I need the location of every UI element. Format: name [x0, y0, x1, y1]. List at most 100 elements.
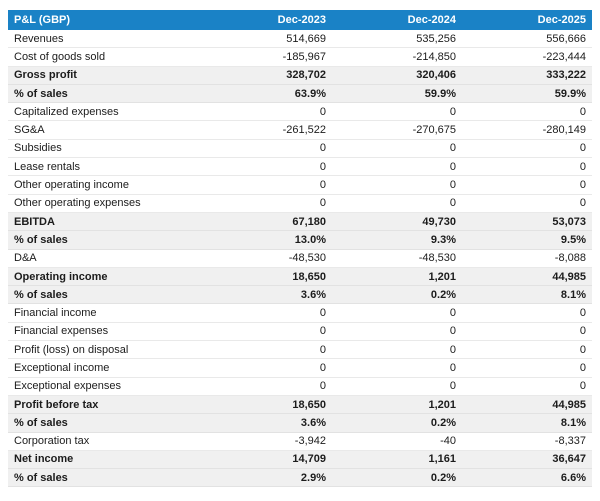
- row-value: 13.0%: [202, 230, 332, 250]
- row-value: 0.2%: [332, 285, 462, 305]
- row-label: Cost of goods sold: [8, 47, 202, 67]
- row-value: 44,985: [462, 395, 592, 415]
- row-value: -48,530: [202, 249, 332, 268]
- row-label: Subsidies: [8, 139, 202, 159]
- table-row: EBITDA 67,180 49,730 53,073: [8, 212, 592, 232]
- row-value: 514,669: [202, 30, 332, 49]
- row-value: -185,967: [202, 47, 332, 67]
- row-value: 1,201: [332, 395, 462, 415]
- row-value: 0: [462, 303, 592, 323]
- row-value: -3,942: [202, 432, 332, 451]
- row-label: Revenues: [8, 30, 202, 49]
- row-value: 535,256: [332, 30, 462, 49]
- table-row: Other operating income 0 0 0: [8, 175, 592, 195]
- row-value: 0: [202, 303, 332, 323]
- row-label: Gross profit: [8, 66, 202, 85]
- row-label: EBITDA: [8, 212, 202, 232]
- table-row: Financial expenses 0 0 0: [8, 322, 592, 342]
- row-value: -8,088: [462, 249, 592, 268]
- table-row: Other operating expenses 0 0 0: [8, 194, 592, 213]
- row-label: % of sales: [8, 413, 202, 433]
- pl-forecast-table: P&L (GBP) Dec-2023 Dec-2024 Dec-2025 Rev…: [8, 10, 592, 488]
- row-value: 8.1%: [462, 285, 592, 305]
- row-value: -223,444: [462, 47, 592, 67]
- table-row: Capitalized expenses 0 0 0: [8, 102, 592, 122]
- row-value: 0: [462, 157, 592, 177]
- row-label: Corporation tax: [8, 432, 202, 451]
- row-value: 18,650: [202, 395, 332, 415]
- table-row: D&A -48,530 -48,530 -8,088: [8, 249, 592, 268]
- row-label: Financial expenses: [8, 322, 202, 342]
- row-value: 59.9%: [332, 84, 462, 104]
- row-value: 0: [202, 102, 332, 122]
- row-value: -8,337: [462, 432, 592, 451]
- column-header-dec-2025: Dec-2025: [462, 10, 592, 30]
- row-value: -214,850: [332, 47, 462, 67]
- row-label: Lease rentals: [8, 157, 202, 177]
- table-row: % of sales 63.9% 59.9% 59.9%: [8, 84, 592, 104]
- row-value: 0: [332, 358, 462, 378]
- row-value: 0: [202, 139, 332, 159]
- pl-table-body: Revenues 514,669 535,256 556,666 Cost of…: [8, 30, 592, 488]
- row-label: % of sales: [8, 468, 202, 488]
- row-value: 0: [332, 377, 462, 396]
- row-value: 0: [202, 377, 332, 396]
- row-value: 0: [462, 340, 592, 360]
- row-value: 6.6%: [462, 468, 592, 488]
- row-value: 333,222: [462, 66, 592, 85]
- table-row: Operating income 18,650 1,201 44,985: [8, 267, 592, 287]
- table-row: % of sales 3.6% 0.2% 8.1%: [8, 413, 592, 433]
- row-value: 3.6%: [202, 285, 332, 305]
- row-value: 0: [202, 340, 332, 360]
- table-row: SG&A -261,522 -270,675 -280,149: [8, 120, 592, 140]
- table-row: Exceptional expenses 0 0 0: [8, 377, 592, 396]
- row-value: 8.1%: [462, 413, 592, 433]
- table-row: Financial income 0 0 0: [8, 303, 592, 323]
- row-value: 0: [202, 175, 332, 195]
- row-label: Exceptional expenses: [8, 377, 202, 396]
- row-label: Profit (loss) on disposal: [8, 340, 202, 360]
- row-value: 2.9%: [202, 468, 332, 488]
- column-header-dec-2024: Dec-2024: [332, 10, 462, 30]
- row-value: 0.2%: [332, 468, 462, 488]
- row-label: Financial income: [8, 303, 202, 323]
- row-value: 320,406: [332, 66, 462, 85]
- table-row: % of sales 13.0% 9.3% 9.5%: [8, 230, 592, 250]
- row-label: D&A: [8, 249, 202, 268]
- table-row: Subsidies 0 0 0: [8, 139, 592, 159]
- row-value: -261,522: [202, 120, 332, 140]
- row-value: 1,201: [332, 267, 462, 287]
- row-value: 0: [332, 157, 462, 177]
- row-value: -280,149: [462, 120, 592, 140]
- table-row: Profit before tax 18,650 1,201 44,985: [8, 395, 592, 415]
- row-value: 0: [462, 194, 592, 213]
- column-header-pl-gbp: P&L (GBP): [8, 10, 202, 30]
- row-value: 0: [462, 175, 592, 195]
- row-value: 1,161: [332, 450, 462, 470]
- row-value: 9.5%: [462, 230, 592, 250]
- row-label: Operating income: [8, 267, 202, 287]
- row-value: 0: [332, 139, 462, 159]
- row-value: 0: [202, 358, 332, 378]
- row-value: 0: [462, 377, 592, 396]
- row-value: 63.9%: [202, 84, 332, 104]
- pl-forecast-table-container: P&L (GBP) Dec-2023 Dec-2024 Dec-2025 Rev…: [8, 10, 592, 488]
- row-value: 0: [202, 194, 332, 213]
- row-value: 3.6%: [202, 413, 332, 433]
- row-label: Capitalized expenses: [8, 102, 202, 122]
- row-label: Net income: [8, 450, 202, 470]
- row-label: Other operating expenses: [8, 194, 202, 213]
- row-value: 0: [332, 340, 462, 360]
- row-value: 49,730: [332, 212, 462, 232]
- row-value: 0: [332, 175, 462, 195]
- row-value: 0: [332, 102, 462, 122]
- table-row: % of sales 2.9% 0.2% 6.6%: [8, 468, 592, 488]
- row-value: 0: [462, 322, 592, 342]
- row-value: 328,702: [202, 66, 332, 85]
- column-header-dec-2023: Dec-2023: [202, 10, 332, 30]
- row-value: 44,985: [462, 267, 592, 287]
- table-row: Corporation tax -3,942 -40 -8,337: [8, 432, 592, 451]
- row-value: 67,180: [202, 212, 332, 232]
- table-row: Profit (loss) on disposal 0 0 0: [8, 340, 592, 360]
- row-value: -48,530: [332, 249, 462, 268]
